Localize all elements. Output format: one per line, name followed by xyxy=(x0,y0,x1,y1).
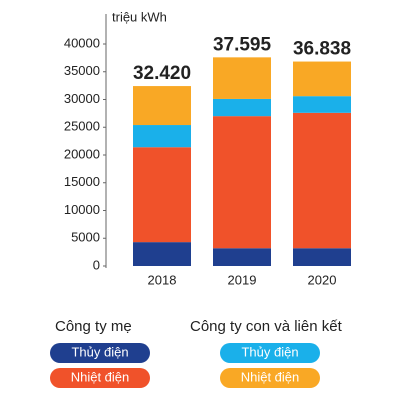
total-label: 37.595 xyxy=(213,34,272,55)
x-tick-label: 2018 xyxy=(148,272,177,287)
y-tick-label: 15000 xyxy=(64,174,100,189)
bar-segment xyxy=(133,86,191,126)
legend-label: Nhiệt điện xyxy=(71,369,130,384)
bar-segment xyxy=(293,248,351,266)
y-tick-label: 40000 xyxy=(64,35,100,50)
y-tick-label: 0 xyxy=(93,257,100,272)
bar-segment xyxy=(293,61,351,97)
legend-swatch xyxy=(220,343,320,363)
bar-segment xyxy=(213,98,271,117)
y-tick-label: 10000 xyxy=(64,202,100,217)
bar-segment xyxy=(213,248,271,266)
y-tick-label: 20000 xyxy=(64,146,100,161)
legend-group-title: Công ty con và liên kết xyxy=(190,318,343,335)
y-tick-label: 25000 xyxy=(64,119,100,134)
legend-label: Thủy điện xyxy=(71,344,128,359)
total-label: 36.838 xyxy=(293,39,351,60)
y-axis-label: triệu kWh xyxy=(112,9,167,24)
legend-label: Nhiệt điện xyxy=(241,369,300,384)
y-tick-label: 35000 xyxy=(64,63,100,78)
y-tick-label: 5000 xyxy=(71,230,100,245)
bar-segment xyxy=(213,116,271,249)
bar-segment xyxy=(133,147,191,243)
legend-swatch xyxy=(220,368,320,388)
legend-group-title: Công ty mẹ xyxy=(55,318,132,335)
x-tick-label: 2020 xyxy=(308,272,337,287)
bar-segment xyxy=(133,125,191,148)
bar-segment xyxy=(133,242,191,266)
x-tick-label: 2019 xyxy=(228,272,257,287)
total-label: 32.420 xyxy=(133,63,191,84)
bar-segment xyxy=(213,57,271,99)
legend-swatch xyxy=(50,368,150,388)
bar-segment xyxy=(293,112,351,249)
legend-label: Thủy điện xyxy=(241,344,298,359)
legend-swatch xyxy=(50,343,150,363)
y-tick-label: 30000 xyxy=(64,91,100,106)
bar-segment xyxy=(293,96,351,113)
